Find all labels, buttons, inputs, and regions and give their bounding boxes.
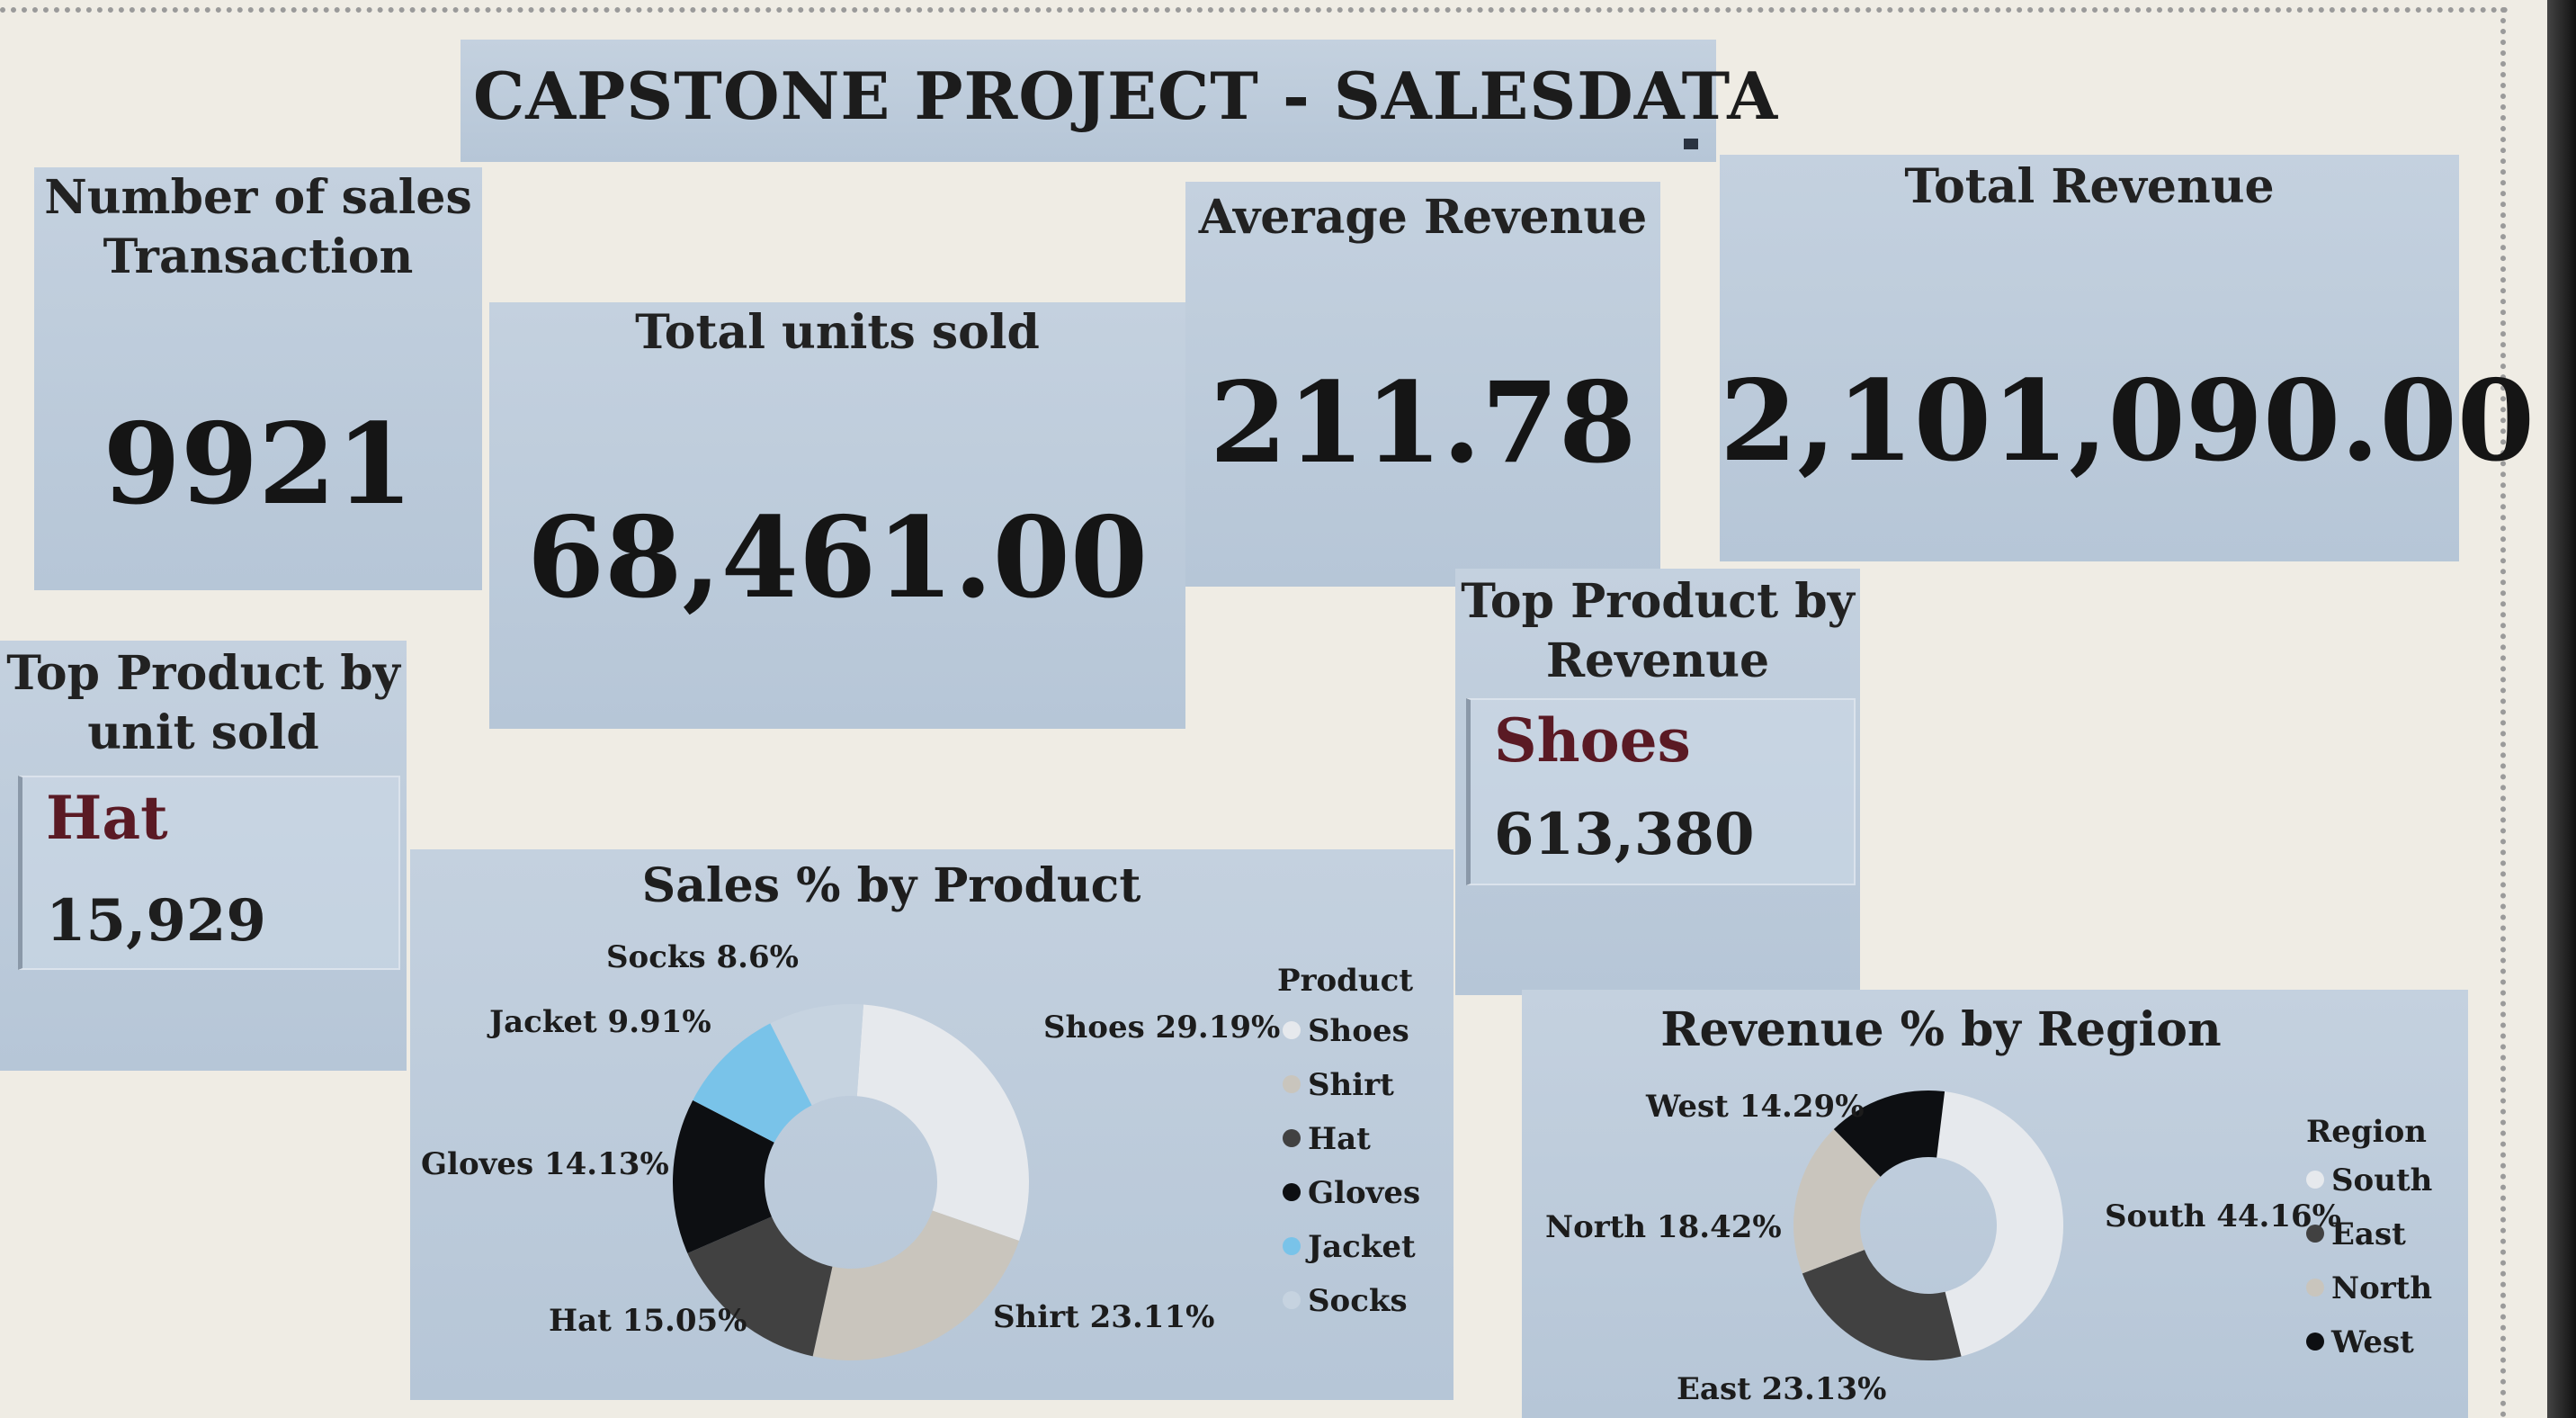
resize-handle-icon (1684, 139, 1698, 149)
sales-legend-item-jacket[interactable]: Jacket (1283, 1229, 1416, 1265)
legend-dot-icon (2306, 1333, 2324, 1351)
kpi-total-revenue-value: 2,101,090.00 (1720, 356, 2536, 487)
right-dotted-border (2500, 7, 2506, 1418)
legend-dot-icon (1283, 1129, 1301, 1147)
sales-legend-label: Jacket (1308, 1229, 1416, 1265)
kpi-transactions-value: 9921 (103, 399, 414, 530)
sales-by-product-donut[interactable] (410, 849, 1453, 1400)
sales-legend-label: Hat (1308, 1121, 1371, 1157)
sales-legend-title: Product (1277, 963, 1414, 999)
sales-legend-label: Shoes (1308, 1013, 1409, 1049)
sales-data-label-hat: Hat 15.05% (549, 1303, 747, 1339)
top-product-units-label-line1: Top Product by (6, 646, 400, 701)
sales-legend-label: Gloves (1308, 1175, 1421, 1211)
kpi-average-revenue-label: Average Revenue (1198, 190, 1648, 245)
legend-dot-icon (1283, 1021, 1301, 1039)
revenue-by-region-chart-card[interactable]: Revenue % by Region West 14.29% North 18… (1522, 990, 2468, 1418)
top-product-revenue-label-line1: Top Product by (1461, 574, 1855, 629)
top-product-units-name: Hat (46, 783, 168, 853)
sales-slice-hat[interactable] (687, 1216, 833, 1357)
kpi-transactions-label-line2: Transaction (103, 229, 414, 284)
sales-slice-shirt[interactable] (812, 1210, 1020, 1360)
sales-slice-jacket[interactable] (693, 1023, 812, 1143)
kpi-average-revenue-value: 211.78 (1209, 358, 1637, 489)
kpi-total-revenue-label: Total Revenue (1904, 159, 2275, 214)
sales-chart-title: Sales % by Product (641, 858, 1141, 913)
sales-data-label-gloves: Gloves 14.13% (421, 1146, 669, 1182)
region-legend-label: North (2331, 1270, 2433, 1306)
monitor-edge (2547, 0, 2576, 1418)
top-product-units-value: 15,929 (46, 887, 266, 955)
kpi-transactions-card[interactable]: Number of sales Transaction 9921 (34, 167, 482, 590)
kpi-total-units-value: 68,461.00 (526, 493, 1149, 624)
region-legend-title: Region (2306, 1114, 2427, 1150)
kpi-total-units-card[interactable]: Total units sold 68,461.00 (489, 302, 1185, 729)
sales-legend-item-gloves[interactable]: Gloves (1283, 1175, 1420, 1211)
kpi-total-revenue-card[interactable]: Total Revenue 2,101,090.00 (1720, 155, 2536, 561)
top-product-units-box: Hat 15,929 (18, 776, 400, 970)
kpi-transactions-label-line1: Number of sales (44, 170, 472, 225)
legend-dot-icon (1283, 1291, 1301, 1309)
kpi-average-revenue-card[interactable]: Average Revenue 211.78 (1185, 182, 1660, 587)
sales-slice-shoes[interactable] (856, 1004, 1029, 1241)
sales-legend-item-shoes[interactable]: Shoes (1283, 1013, 1409, 1049)
region-legend-label: East (2331, 1216, 2406, 1252)
sales-legend-item-hat[interactable]: Hat (1283, 1121, 1371, 1157)
page-title: CAPSTONE PROJECT - SALESDATA (473, 58, 1779, 134)
sales-data-label-jacket: Jacket 9.91% (489, 1004, 711, 1040)
top-product-revenue-name: Shoes (1494, 705, 1691, 776)
legend-dot-icon (2306, 1225, 2324, 1243)
legend-dot-icon (2306, 1279, 2324, 1297)
title-card: CAPSTONE PROJECT - SALESDATA (461, 40, 1777, 162)
top-product-revenue-card[interactable]: Top Product by Revenue Shoes 613,380 (1455, 569, 1860, 995)
sales-legend-label: Socks (1308, 1283, 1408, 1319)
region-legend-label: West (2331, 1324, 2414, 1360)
region-legend-item-south[interactable]: South (2306, 1162, 2432, 1198)
sales-data-label-socks: Socks 8.6% (606, 939, 799, 975)
sales-legend-label: Shirt (1308, 1067, 1394, 1103)
top-product-revenue-label-line2: Revenue (1545, 633, 1770, 688)
region-legend-label: South (2331, 1162, 2433, 1198)
top-dotted-border (0, 7, 2509, 13)
kpi-total-units-label: Total units sold (635, 305, 1040, 360)
region-data-label-south: South 44.16% (2105, 1198, 2341, 1234)
sales-slice-gloves[interactable] (673, 1099, 774, 1253)
sales-slice-socks[interactable] (770, 1004, 864, 1106)
top-product-units-label-line2: unit sold (87, 705, 319, 760)
region-slice-east[interactable] (1802, 1250, 1962, 1360)
region-data-label-east: East 23.13% (1677, 1371, 1887, 1407)
top-product-revenue-value: 613,380 (1494, 801, 1755, 868)
region-legend-item-east[interactable]: East (2306, 1216, 2406, 1252)
legend-dot-icon (2306, 1171, 2324, 1189)
top-product-units-card[interactable]: Top Product by unit sold Hat 15,929 (0, 641, 407, 1071)
legend-dot-icon (1283, 1183, 1301, 1201)
top-product-revenue-box: Shoes 613,380 (1466, 698, 1856, 885)
sales-data-label-shirt: Shirt 23.11% (993, 1299, 1215, 1335)
sales-legend-item-shirt[interactable]: Shirt (1283, 1067, 1394, 1103)
region-legend-item-west[interactable]: West (2306, 1324, 2414, 1360)
revenue-by-region-donut[interactable] (1522, 990, 2468, 1418)
region-slice-south[interactable] (1936, 1091, 2063, 1357)
sales-by-product-chart-card[interactable]: Sales % by Product Socks 8.6% Jacket 9.9… (410, 849, 1453, 1400)
region-legend-item-north[interactable]: North (2306, 1270, 2432, 1306)
region-slice-north[interactable] (1793, 1129, 1881, 1274)
region-data-label-north: North 18.42% (1545, 1209, 1782, 1245)
region-slice-west[interactable] (1833, 1090, 1945, 1177)
sales-legend-item-socks[interactable]: Socks (1283, 1283, 1408, 1319)
legend-dot-icon (1283, 1075, 1301, 1093)
legend-dot-icon (1283, 1237, 1301, 1255)
region-chart-title: Revenue % by Region (1660, 1002, 2222, 1057)
region-data-label-west: West 14.29% (1646, 1089, 1865, 1125)
sales-data-label-shoes: Shoes 29.19% (1043, 1010, 1281, 1046)
